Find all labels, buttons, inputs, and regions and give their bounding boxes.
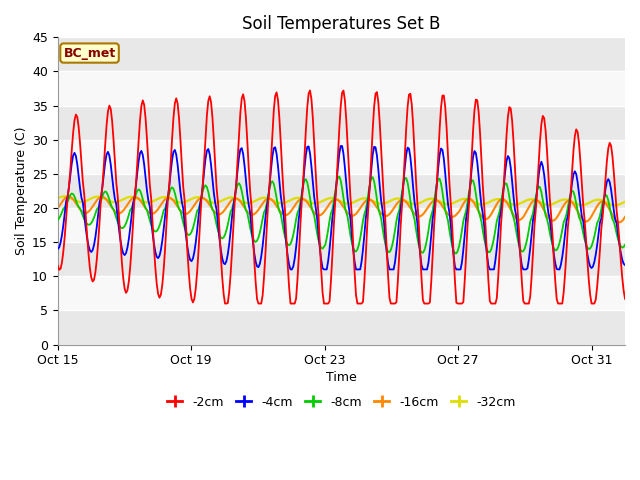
Bar [58, 72, 625, 106]
Bar [58, 242, 625, 276]
X-axis label: Time: Time [326, 372, 356, 384]
Legend: -2cm, -4cm, -8cm, -16cm, -32cm: -2cm, -4cm, -8cm, -16cm, -32cm [162, 391, 520, 414]
Y-axis label: Soil Temperature (C): Soil Temperature (C) [15, 127, 28, 255]
Bar [58, 106, 625, 140]
Bar [58, 311, 625, 345]
Bar [58, 276, 625, 311]
Bar [58, 208, 625, 242]
Bar [58, 140, 625, 174]
Bar [58, 174, 625, 208]
Title: Soil Temperatures Set B: Soil Temperatures Set B [242, 15, 440, 33]
Text: BC_met: BC_met [63, 47, 116, 60]
Bar [58, 37, 625, 72]
